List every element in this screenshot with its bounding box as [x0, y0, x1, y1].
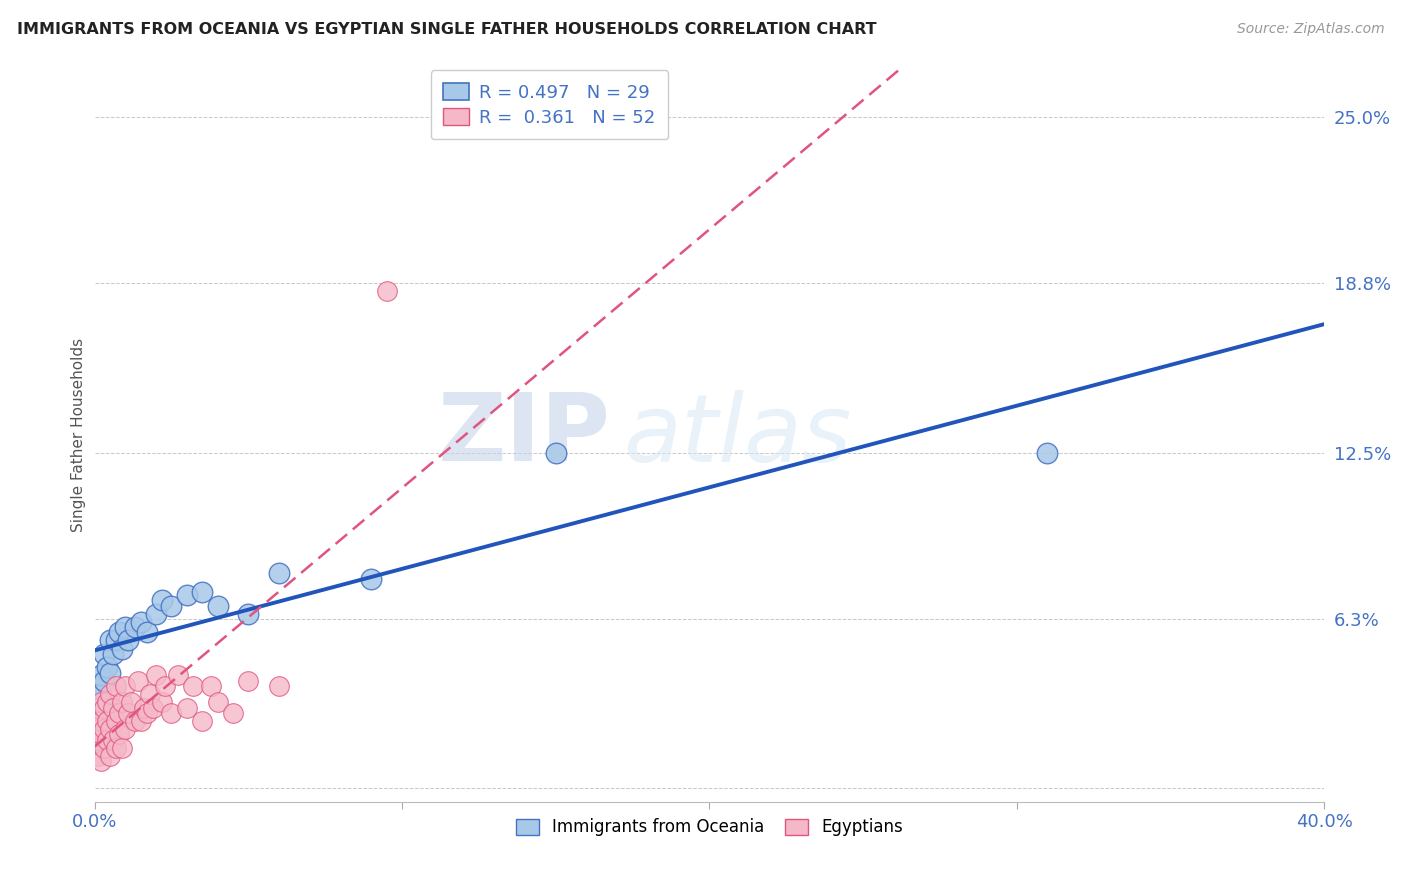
- Point: [129, 615, 152, 629]
- Point: [90, 687, 112, 701]
- Point: [176, 588, 198, 602]
- Point: [135, 625, 157, 640]
- Point: [86, 748, 108, 763]
- Point: [86, 700, 108, 714]
- Legend: Immigrants from Oceania, Egyptians: Immigrants from Oceania, Egyptians: [508, 810, 911, 845]
- Point: [145, 607, 167, 621]
- Point: [98, 722, 121, 736]
- Point: [124, 714, 146, 728]
- Point: [117, 633, 139, 648]
- Point: [207, 695, 229, 709]
- Point: [238, 607, 260, 621]
- Point: [155, 679, 177, 693]
- Point: [93, 740, 115, 755]
- Point: [111, 695, 134, 709]
- Point: [544, 445, 567, 459]
- Point: [120, 695, 142, 709]
- Y-axis label: Single Father Households: Single Father Households: [72, 338, 86, 533]
- Point: [114, 679, 136, 693]
- Point: [86, 700, 108, 714]
- Point: [1036, 445, 1059, 459]
- Point: [375, 285, 398, 299]
- Text: Source: ZipAtlas.com: Source: ZipAtlas.com: [1237, 22, 1385, 37]
- Point: [90, 668, 112, 682]
- Point: [98, 748, 121, 763]
- Text: IMMIGRANTS FROM OCEANIA VS EGYPTIAN SINGLE FATHER HOUSEHOLDS CORRELATION CHART: IMMIGRANTS FROM OCEANIA VS EGYPTIAN SING…: [17, 22, 876, 37]
- Point: [267, 679, 290, 693]
- Point: [360, 572, 382, 586]
- Point: [105, 633, 128, 648]
- Point: [93, 722, 115, 736]
- Point: [90, 754, 112, 768]
- Point: [111, 641, 134, 656]
- Point: [98, 633, 121, 648]
- Point: [105, 679, 128, 693]
- Text: atlas: atlas: [623, 390, 852, 481]
- Point: [111, 740, 134, 755]
- Point: [86, 722, 108, 736]
- Point: [114, 620, 136, 634]
- Point: [101, 732, 124, 747]
- Point: [90, 727, 112, 741]
- Point: [132, 700, 155, 714]
- Point: [105, 740, 128, 755]
- Point: [176, 700, 198, 714]
- Point: [108, 727, 131, 741]
- Point: [160, 706, 183, 720]
- Point: [84, 740, 107, 755]
- Point: [124, 620, 146, 634]
- Point: [96, 714, 118, 728]
- Point: [86, 679, 108, 693]
- Point: [160, 599, 183, 613]
- Point: [93, 647, 115, 661]
- Point: [96, 660, 118, 674]
- Point: [127, 673, 149, 688]
- Point: [98, 687, 121, 701]
- Point: [150, 593, 173, 607]
- Text: ZIP: ZIP: [439, 389, 612, 481]
- Point: [139, 687, 162, 701]
- Point: [191, 585, 214, 599]
- Point: [142, 700, 165, 714]
- Point: [114, 722, 136, 736]
- Point: [108, 625, 131, 640]
- Point: [105, 714, 128, 728]
- Point: [238, 673, 260, 688]
- Point: [101, 647, 124, 661]
- Point: [191, 714, 214, 728]
- Point: [135, 706, 157, 720]
- Point: [86, 732, 108, 747]
- Point: [108, 706, 131, 720]
- Point: [129, 714, 152, 728]
- Point: [145, 668, 167, 682]
- Point: [98, 665, 121, 680]
- Point: [101, 700, 124, 714]
- Point: [200, 679, 222, 693]
- Point: [207, 599, 229, 613]
- Point: [222, 706, 245, 720]
- Point: [93, 673, 115, 688]
- Point: [96, 732, 118, 747]
- Point: [117, 706, 139, 720]
- Point: [150, 695, 173, 709]
- Point: [181, 679, 204, 693]
- Point: [93, 700, 115, 714]
- Point: [90, 695, 112, 709]
- Point: [90, 714, 112, 728]
- Point: [166, 668, 188, 682]
- Point: [96, 695, 118, 709]
- Point: [267, 566, 290, 581]
